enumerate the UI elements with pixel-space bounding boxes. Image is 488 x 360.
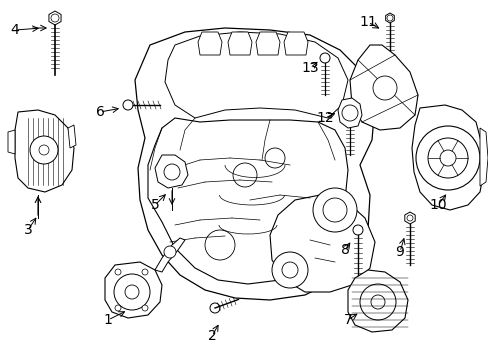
Polygon shape (349, 45, 417, 130)
Polygon shape (155, 155, 187, 188)
Polygon shape (105, 262, 162, 318)
Text: 2: 2 (207, 329, 216, 343)
Polygon shape (337, 98, 361, 128)
Text: 3: 3 (23, 223, 32, 237)
Circle shape (386, 15, 392, 21)
Polygon shape (284, 32, 307, 55)
Polygon shape (347, 270, 407, 332)
Text: 1: 1 (103, 313, 112, 327)
Polygon shape (8, 130, 15, 154)
Text: 5: 5 (150, 198, 159, 212)
Circle shape (125, 285, 139, 299)
Circle shape (372, 76, 396, 100)
Polygon shape (135, 28, 374, 300)
Polygon shape (15, 110, 74, 192)
Circle shape (30, 136, 58, 164)
Polygon shape (479, 128, 487, 186)
Text: 9: 9 (395, 245, 404, 259)
Circle shape (427, 138, 467, 178)
Polygon shape (227, 32, 251, 55)
Polygon shape (68, 125, 76, 148)
Circle shape (282, 262, 297, 278)
Circle shape (209, 303, 220, 313)
Circle shape (341, 105, 357, 121)
Circle shape (115, 269, 121, 275)
Circle shape (352, 225, 362, 235)
Circle shape (39, 145, 49, 155)
Text: 12: 12 (316, 111, 333, 125)
Polygon shape (269, 195, 374, 292)
Polygon shape (155, 238, 184, 272)
Circle shape (232, 163, 257, 187)
Circle shape (312, 188, 356, 232)
Circle shape (359, 284, 395, 320)
Circle shape (163, 246, 176, 258)
Circle shape (319, 53, 329, 63)
Polygon shape (49, 11, 61, 25)
Circle shape (142, 305, 148, 311)
Polygon shape (164, 32, 347, 118)
Text: 7: 7 (343, 313, 352, 327)
Circle shape (439, 150, 455, 166)
Text: 10: 10 (428, 198, 446, 212)
Polygon shape (411, 105, 483, 210)
Circle shape (114, 274, 150, 310)
Circle shape (115, 305, 121, 311)
Circle shape (406, 215, 412, 221)
Circle shape (123, 100, 133, 110)
Text: 13: 13 (301, 61, 318, 75)
Text: 4: 4 (11, 23, 20, 37)
Text: 6: 6 (95, 105, 104, 119)
Circle shape (51, 14, 59, 22)
Polygon shape (198, 32, 222, 55)
Text: 11: 11 (358, 15, 376, 29)
Circle shape (323, 198, 346, 222)
Circle shape (142, 269, 148, 275)
Circle shape (264, 148, 285, 168)
Circle shape (415, 126, 479, 190)
Polygon shape (148, 118, 347, 284)
Circle shape (163, 164, 180, 180)
Circle shape (271, 252, 307, 288)
Polygon shape (256, 32, 280, 55)
Text: 8: 8 (340, 243, 349, 257)
Polygon shape (404, 212, 414, 224)
Polygon shape (385, 13, 393, 23)
Circle shape (204, 230, 235, 260)
Circle shape (370, 295, 384, 309)
